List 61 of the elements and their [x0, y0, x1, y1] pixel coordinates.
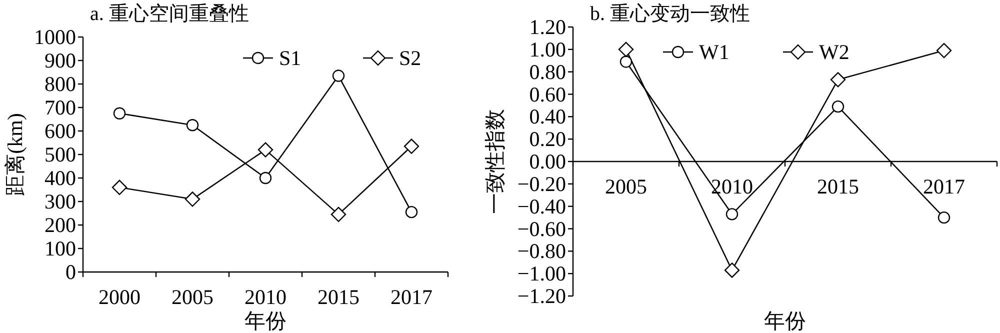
- point: [332, 70, 345, 82]
- point: [112, 180, 128, 195]
- y-tick-label: 200: [44, 213, 76, 237]
- y-tick-label: 0.20: [529, 127, 566, 152]
- point: [258, 142, 274, 158]
- y-tick-label: 1.20: [529, 15, 566, 39]
- point: [330, 206, 346, 222]
- chart-title: a. 重心空间重叠性: [90, 3, 249, 25]
- y-tick-label: 400: [44, 166, 76, 190]
- chart-title: b. 重心变动一致性: [590, 3, 750, 25]
- y-tick-label: 1000: [34, 25, 76, 49]
- point: [618, 42, 634, 58]
- x-tick-label: 2017: [390, 285, 432, 309]
- y-tick-label: 800: [44, 72, 76, 96]
- x-tick-label: 2005: [605, 174, 647, 198]
- x-tick-label: 2005: [172, 285, 214, 309]
- y-tick-label: 0.60: [529, 82, 566, 106]
- point: [620, 56, 632, 68]
- point: [936, 42, 952, 58]
- y-tick-label: −0.20: [517, 172, 566, 196]
- point: [830, 72, 846, 88]
- point: [404, 138, 420, 154]
- y-tick-label: 0.80: [529, 60, 566, 84]
- x-tick-label: 2015: [817, 174, 859, 198]
- x-tick-label: 2015: [318, 285, 360, 309]
- y-tick-label: −0.40: [517, 194, 566, 218]
- point: [113, 107, 126, 120]
- y-tick-label: 100: [44, 236, 76, 260]
- point: [259, 172, 272, 184]
- y-tick-label: 900: [44, 48, 76, 72]
- y-tick-label: 0.00: [529, 150, 566, 174]
- point: [726, 208, 738, 220]
- legend-label: W1: [699, 40, 730, 64]
- x-tick-label: 2000: [98, 285, 140, 309]
- x-tick-label: 2010: [244, 285, 286, 309]
- y-tick-label: −0.80: [517, 239, 566, 264]
- point: [724, 262, 740, 278]
- point: [405, 206, 418, 218]
- x-tick-label: 2010: [711, 174, 753, 198]
- point: [184, 192, 200, 207]
- point: [832, 100, 844, 113]
- y-axis-title: 一致性指数: [483, 109, 507, 214]
- point: [938, 211, 950, 224]
- legend-label: S2: [399, 46, 422, 70]
- y-tick-label: 500: [44, 142, 76, 166]
- y-tick-label: 600: [44, 119, 76, 143]
- y-tick-label: 0.40: [529, 104, 566, 129]
- y-tick-label: 700: [44, 96, 76, 120]
- x-axis-title: 年份: [244, 309, 286, 333]
- y-tick-label: 0: [66, 260, 76, 284]
- x-tick-label: 2017: [923, 174, 965, 198]
- point: [186, 119, 199, 132]
- y-axis-title: 距离(km): [3, 113, 27, 196]
- y-tick-label: −1.00: [517, 262, 566, 286]
- y-tick-label: −0.60: [517, 216, 566, 241]
- y-tick-label: 1.00: [529, 37, 566, 62]
- legend-label: S1: [279, 46, 302, 70]
- x-axis-title: 年份: [764, 309, 806, 333]
- y-tick-label: 300: [44, 190, 76, 214]
- legend-label: W2: [819, 40, 850, 64]
- y-tick-label: −1.20: [517, 284, 566, 308]
